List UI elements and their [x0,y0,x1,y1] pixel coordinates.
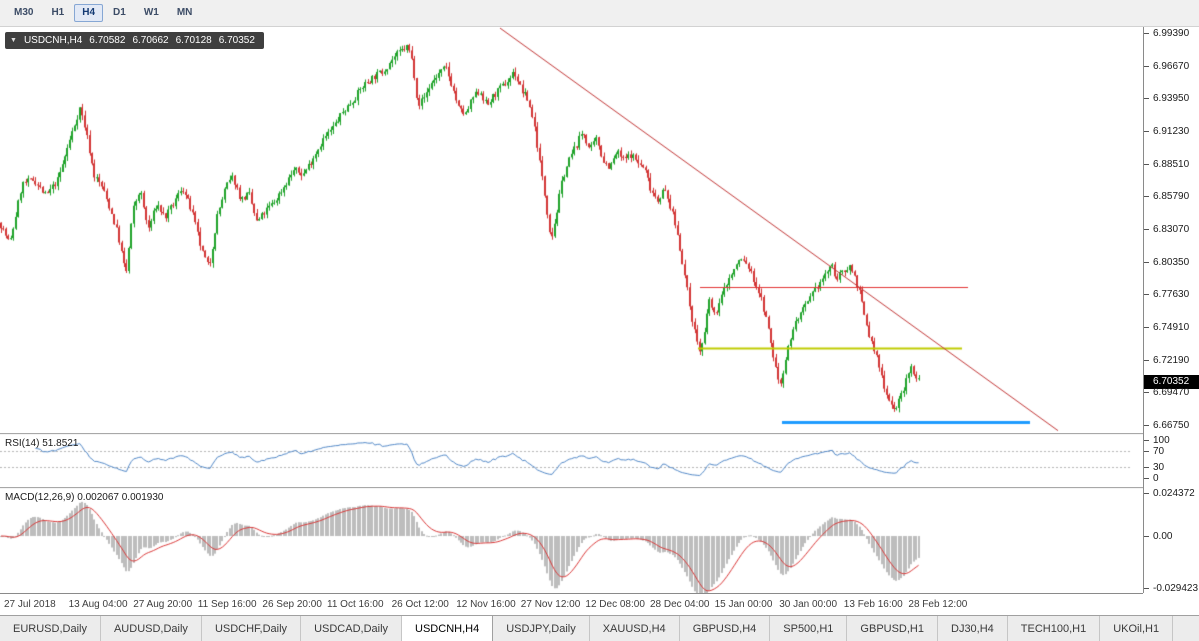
price-tick-label: 6.80350 [1143,256,1190,268]
symbol-tab-usdjpy-daily[interactable]: USDJPY,Daily [493,616,590,641]
time-axis-label: 12 Dec 08:00 [585,599,645,610]
price-tick-label: 6.91230 [1143,126,1190,137]
chart-symbol: USDCNH,H4 [23,35,83,46]
price-chart-canvas[interactable] [0,27,1143,433]
symbol-tab-gbpusd-h4[interactable]: GBPUSD,H4 [680,616,771,641]
rsi-tick-label: 30 [1143,461,1165,473]
chart-low: 6.70128 [175,35,212,46]
timeframe-button-m30[interactable]: M30 [14,7,34,18]
price-tick-label: 6.85790 [1143,191,1190,203]
rsi-tick-label: 0 [1144,473,1159,484]
symbol-tab-dj30-h4[interactable]: DJ30,H4 [938,616,1008,641]
pane-divider[interactable] [0,487,1199,489]
time-axis-label: 11 Sep 16:00 [197,599,257,610]
timeframe-button-h1[interactable]: H1 [51,7,65,18]
price-tick-label: 6.99390 [1143,28,1190,39]
timeframe-button-d1[interactable]: D1 [113,7,126,18]
symbol-tab-usdchf-daily[interactable]: USDCHF,Daily [202,616,302,641]
price-tick-label: 6.93950 [1143,93,1190,105]
price-scale[interactable]: 6.70352 6.99390 6.96670 6.93950 6.91230 6.88… [1143,27,1199,594]
price-tick-label: 6.74910 [1143,322,1190,333]
chart-area: ▼ USDCNH,H4 6.70582 6.70662 6.70128 6.70… [0,27,1199,615]
chart-high: 6.70662 [132,35,169,46]
rsi-pane-canvas[interactable] [0,435,1143,487]
time-axis-label: 26 Oct 12:00 [391,599,449,610]
price-tick-label: 6.88510 [1143,158,1190,170]
price-tick-label: 6.66750 [1143,420,1190,431]
symbol-tab-gbpusd-h1[interactable]: GBPUSD,H1 [847,616,938,641]
symbol-tab-sp500-h1[interactable]: SP500,H1 [770,616,848,641]
rsi-indicator-label: RSI(14) 51.8521 [5,438,79,449]
symbol-tab-ukoil-h1[interactable]: UKOil,H1 [1100,616,1174,641]
time-axis-label: 13 Feb 16:00 [843,599,903,610]
macd-pane-canvas[interactable] [0,489,1143,593]
time-axis-label: 11 Oct 16:00 [327,599,384,610]
time-axis-label: 27 Nov 12:00 [520,599,581,610]
time-axis-label: 30 Jan 00:00 [779,599,838,610]
chart-ohlc-header[interactable]: ▼ USDCNH,H4 6.70582 6.70662 6.70128 6.70… [5,32,264,49]
symbol-tab-bar: EURUSD,Daily AUDUSD,Daily USDCHF,Daily USDC… [0,615,1199,641]
time-axis-label: 27 Jul 2018 [4,599,56,610]
rsi-tick-label: 100 [1144,435,1170,446]
macd-tick-label: -0.029423 [1143,583,1199,594]
symbol-tab-tech100-h1[interactable]: TECH100,H1 [1008,616,1101,641]
current-price-badge: 6.70352 [1144,374,1199,389]
chart-close: 6.70352 [218,35,255,46]
timeframe-button-w1[interactable]: W1 [143,7,159,18]
rsi-tick-label: 70 [1143,446,1165,458]
time-axis-label: 27 Aug 20:00 [133,599,193,610]
time-axis-label: 28 Dec 04:00 [650,599,710,610]
price-tick-label: 6.96670 [1143,60,1190,72]
macd-indicator-label: MACD(12,26,9) 0.002067 0.001930 [5,492,164,503]
macd-tick-label: 0.024372 [1144,488,1195,499]
symbol-tab-usdcnh-h4[interactable]: USDCNH,H4 [402,616,494,641]
symbol-tab-xauusd-h4[interactable]: XAUUSD,H4 [590,616,680,641]
price-tick-label: 6.77630 [1143,289,1190,301]
symbol-tab-usdcad-daily[interactable]: USDCAD,Daily [301,616,403,641]
pane-divider[interactable] [0,433,1199,435]
symbol-tab-eurusd-daily[interactable]: EURUSD,Daily [0,616,101,641]
price-tick-label: 6.72190 [1143,354,1190,366]
timeframe-button-mn[interactable]: MN [176,7,193,18]
time-axis-label: 12 Nov 16:00 [456,599,516,610]
macd-tick-label: 0.00 [1143,531,1173,543]
timeframe-toolbar: M30 H1 H4 D1 W1 MN [0,0,1199,27]
timeframe-button-h4[interactable]: H4 [74,4,104,22]
symbol-tab-audusd-daily[interactable]: AUDUSD,Daily [101,616,202,641]
price-tick-label: 6.69470 [1143,387,1190,399]
time-axis-label: 26 Sep 20:00 [262,599,322,610]
time-axis-label: 13 Aug 04:00 [68,599,128,610]
chevron-down-icon[interactable]: ▼ [10,37,17,44]
time-axis-label: 15 Jan 00:00 [714,599,773,610]
time-axis-label: 28 Feb 12:00 [908,599,968,610]
chart-open: 6.70582 [89,35,126,46]
price-tick-label: 6.83070 [1143,224,1190,235]
time-axis[interactable]: 27 Jul 2018 13 Aug 04:00 27 Aug 20:00 11 Se… [0,593,1143,615]
